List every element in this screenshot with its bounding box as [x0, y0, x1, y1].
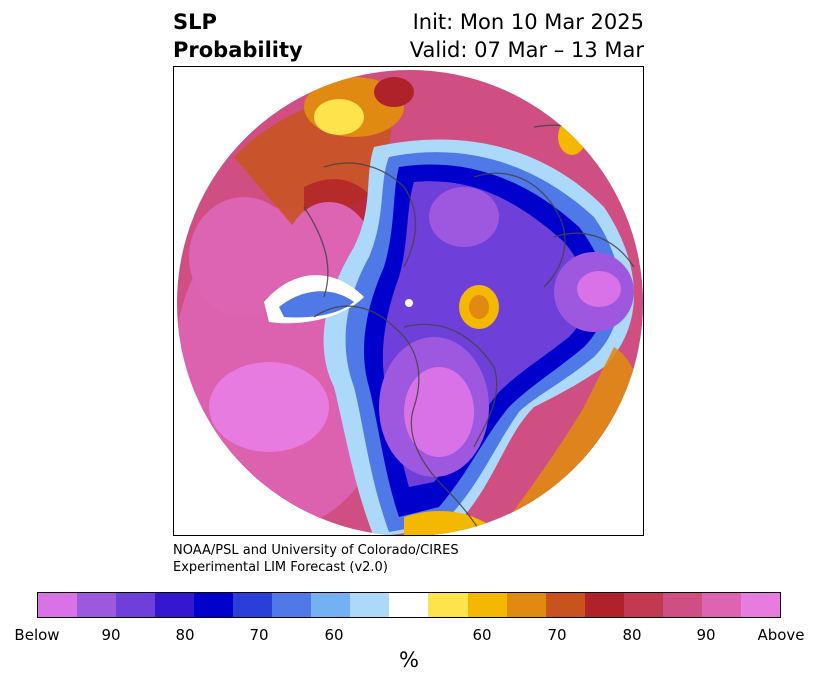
colorbar-tick-label: 80	[175, 626, 195, 644]
colorbar-tick-label: 70	[249, 626, 269, 644]
colorbar-cell	[389, 593, 429, 617]
colorbar-tick-label: Below	[14, 626, 60, 644]
colorbar-cell	[155, 593, 195, 617]
probability-map	[177, 70, 643, 535]
colorbar-cell	[662, 593, 702, 617]
credit-line-2: Experimental LIM Forecast (v2.0)	[173, 560, 388, 575]
colorbar-cell	[77, 593, 117, 617]
colorbar	[37, 592, 781, 618]
map-panel	[173, 66, 644, 536]
colorbar-unit: %	[399, 648, 419, 672]
title-line-slp: SLP	[173, 10, 217, 34]
credit-text: NOAA/PSL and University of Colorado/CIRE…	[173, 542, 459, 576]
colorbar-tick-labels: Below 90 80 70 60 60 70 80 90 Above	[0, 626, 819, 646]
colorbar-tick-label: 60	[324, 626, 344, 644]
colorbar-cell	[701, 593, 741, 617]
init-date: Init: Mon 10 Mar 2025	[412, 10, 644, 34]
colorbar-cell	[740, 593, 780, 617]
colorbar-cell	[350, 593, 390, 617]
colorbar-cell	[467, 593, 507, 617]
colorbar-tick-label: 80	[622, 626, 642, 644]
colorbar-cell	[38, 593, 78, 617]
credit-line-1: NOAA/PSL and University of Colorado/CIRE…	[173, 543, 459, 558]
title-line-probability: Probability	[173, 38, 303, 62]
valid-range: Valid: 07 Mar – 13 Mar	[409, 38, 644, 62]
colorbar-cell	[584, 593, 624, 617]
probability-field	[177, 70, 643, 535]
colorbar-cell	[623, 593, 663, 617]
colorbar-cell	[311, 593, 351, 617]
colorbar-cell	[506, 593, 546, 617]
colorbar-cell	[233, 593, 273, 617]
colorbar-tick-label: 90	[696, 626, 716, 644]
colorbar-cell	[428, 593, 468, 617]
colorbar-tick-label: 60	[472, 626, 492, 644]
colorbar-tick-label: Above	[757, 626, 805, 644]
colorbar-tick-label: 70	[547, 626, 567, 644]
colorbar-cell	[116, 593, 156, 617]
map-title: SLP Probability	[173, 8, 303, 64]
colorbar-cell	[545, 593, 585, 617]
forecast-dates: Init: Mon 10 Mar 2025 Valid: 07 Mar – 13…	[410, 8, 644, 64]
colorbar-cell	[194, 593, 234, 617]
colorbar-tick-label: 90	[101, 626, 121, 644]
colorbar-cell	[272, 593, 312, 617]
